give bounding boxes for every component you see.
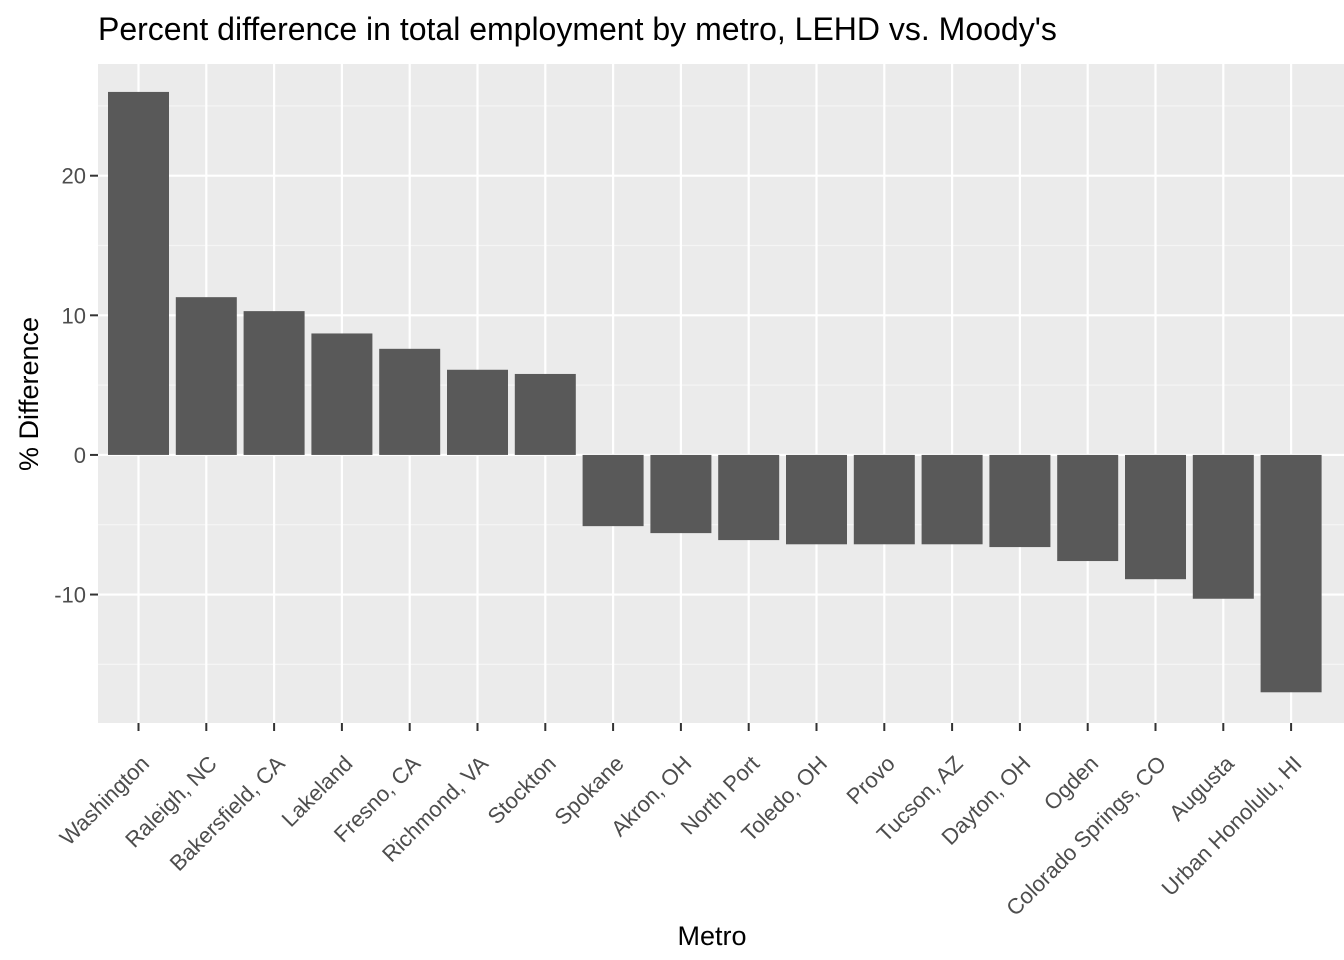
x-tick-label: Provo bbox=[842, 751, 900, 809]
bar bbox=[1057, 454, 1119, 562]
bar bbox=[514, 373, 576, 455]
y-axis-title: % Difference bbox=[14, 317, 44, 471]
y-axis-tick-labels: -10 0 10 20 bbox=[54, 164, 86, 608]
bar bbox=[379, 348, 441, 455]
chart-title: Percent difference in total employment b… bbox=[98, 11, 1057, 47]
plot-panel bbox=[98, 64, 1344, 723]
bar bbox=[108, 91, 169, 455]
bar bbox=[650, 454, 712, 534]
bar bbox=[243, 311, 305, 455]
x-axis-title: Metro bbox=[677, 921, 746, 951]
y-axis-ticks bbox=[90, 174, 98, 596]
bar bbox=[175, 297, 237, 455]
bar bbox=[921, 454, 983, 545]
bar bbox=[311, 333, 373, 455]
bar bbox=[718, 454, 780, 541]
bar bbox=[1192, 454, 1254, 599]
bar bbox=[989, 454, 1051, 548]
bar bbox=[1260, 454, 1322, 693]
bar bbox=[582, 454, 644, 527]
x-tick-label: Stockton bbox=[483, 751, 561, 829]
bar bbox=[447, 369, 508, 455]
bar bbox=[1125, 454, 1186, 580]
x-axis-ticks bbox=[137, 723, 1293, 731]
bar bbox=[853, 454, 915, 545]
bar bbox=[786, 454, 847, 545]
y-tick-label: 20 bbox=[62, 164, 86, 189]
y-tick-label: 10 bbox=[62, 303, 86, 328]
x-tick-label: Ogden bbox=[1039, 751, 1103, 815]
x-tick-label: Bakersfield, CA bbox=[165, 751, 290, 876]
bars bbox=[108, 91, 1322, 693]
y-tick-label: -10 bbox=[54, 583, 86, 608]
y-tick-label: 0 bbox=[74, 443, 86, 468]
